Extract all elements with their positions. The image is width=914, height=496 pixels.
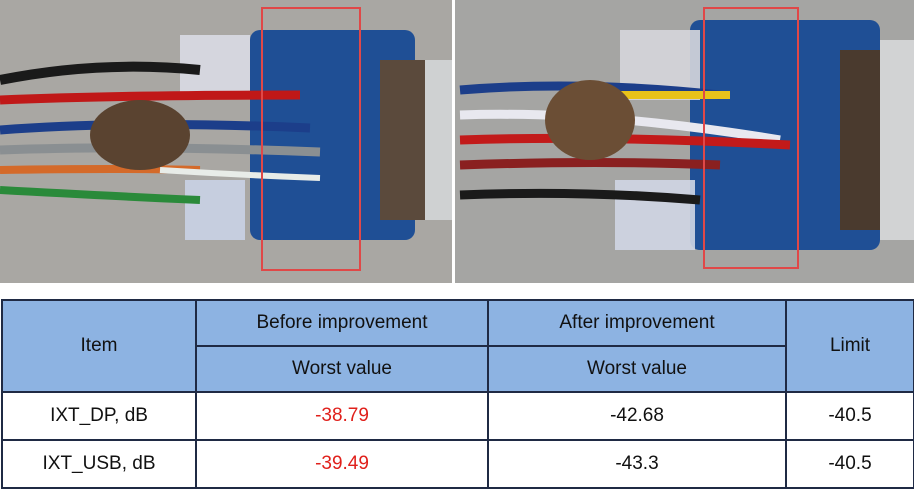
header-limit: Limit — [785, 299, 914, 393]
limit-value: -40.5 — [785, 439, 914, 489]
after-value: -42.68 — [487, 391, 787, 441]
header-after: After improvement — [487, 299, 787, 347]
header-item: Item — [1, 299, 197, 393]
row-item: IXT_USB, dB — [1, 439, 197, 489]
photo-before — [0, 0, 452, 283]
limit-value: -40.5 — [785, 391, 914, 441]
header-before: Before improvement — [195, 299, 489, 347]
before-value: -39.49 — [195, 439, 489, 489]
header-before-sub: Worst value — [195, 345, 489, 393]
header-after-sub: Worst value — [487, 345, 787, 393]
before-value: -38.79 — [195, 391, 489, 441]
result-table: Item Before improvement After improvemen… — [1, 299, 914, 489]
after-value: -43.3 — [487, 439, 787, 489]
row-item: IXT_DP, dB — [1, 391, 197, 441]
photo-after — [455, 0, 914, 283]
photos — [0, 0, 914, 283]
